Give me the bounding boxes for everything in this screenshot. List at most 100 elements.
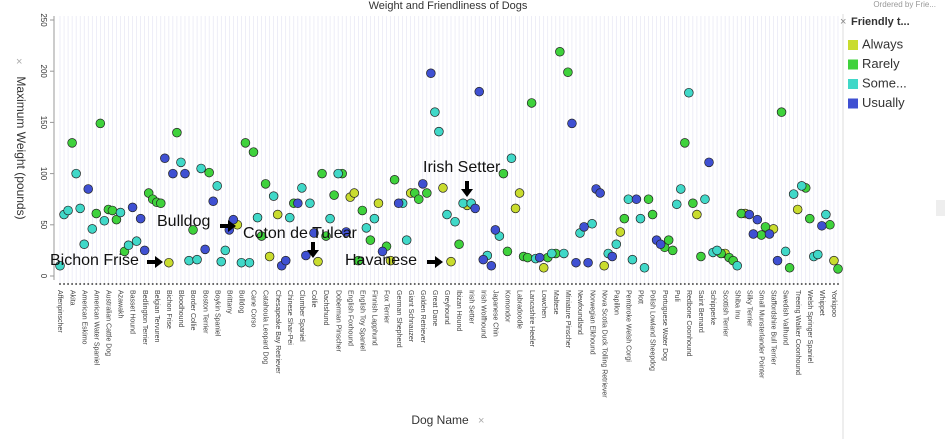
x-tick bbox=[635, 283, 638, 285]
panel-handle[interactable] bbox=[936, 200, 945, 216]
data-point bbox=[736, 208, 746, 219]
x-tick bbox=[357, 283, 360, 285]
x-tick bbox=[75, 283, 78, 285]
x-tick-label: Cane Corso bbox=[250, 290, 257, 327]
x-tick-label: Greyhound bbox=[443, 290, 450, 325]
data-point bbox=[470, 203, 480, 214]
data-point bbox=[139, 245, 150, 256]
data-point bbox=[127, 202, 138, 213]
x-tick bbox=[329, 283, 332, 285]
x-tick bbox=[474, 283, 477, 285]
x-tick bbox=[611, 283, 614, 285]
x-tick bbox=[71, 283, 74, 285]
data-point bbox=[107, 205, 118, 216]
x-tick bbox=[454, 283, 457, 285]
x-tick-label: Bedlington Terrier bbox=[141, 290, 148, 345]
x-tick bbox=[67, 283, 70, 285]
x-tick bbox=[139, 283, 142, 285]
data-point bbox=[95, 118, 106, 129]
x-tick bbox=[691, 283, 694, 285]
x-tick-label: Plott bbox=[637, 290, 644, 304]
x-tick bbox=[804, 283, 807, 285]
data-point bbox=[422, 188, 432, 198]
data-point bbox=[688, 198, 698, 209]
x-tick bbox=[530, 283, 533, 285]
x-tick bbox=[244, 283, 247, 285]
x-tick bbox=[820, 283, 823, 285]
x-tick bbox=[570, 283, 573, 285]
x-tick-label: Bloodhound bbox=[177, 290, 184, 327]
x-tick-label: Shiba Inu bbox=[733, 290, 740, 320]
x-tick bbox=[619, 283, 622, 285]
annotation-arrow bbox=[147, 256, 163, 268]
x-tick bbox=[119, 283, 122, 285]
x-tick-label: Catahoula Leopard Dog bbox=[262, 290, 269, 364]
x-tick bbox=[643, 283, 646, 285]
data-point bbox=[434, 126, 444, 137]
x-tick bbox=[707, 283, 710, 285]
data-point bbox=[401, 235, 412, 245]
x-tick bbox=[167, 283, 170, 285]
annotation-arrow bbox=[307, 242, 319, 258]
x-tick-label: American Water Spaniel bbox=[92, 290, 99, 366]
x-tick bbox=[95, 283, 98, 285]
x-tick bbox=[365, 283, 368, 285]
data-point bbox=[813, 249, 823, 260]
x-tick-label: Staffordshire Bull Terrier bbox=[770, 290, 777, 365]
x-tick bbox=[550, 283, 553, 285]
x-tick bbox=[91, 283, 94, 285]
x-tick bbox=[200, 283, 203, 285]
data-point bbox=[760, 222, 771, 232]
x-tick bbox=[591, 283, 594, 285]
y-tick-label: 50 bbox=[39, 220, 48, 229]
x-tick-label: Lancashire Heeler bbox=[528, 290, 535, 347]
x-axis-label[interactable]: Dog Name bbox=[411, 413, 469, 427]
data-point bbox=[325, 213, 335, 224]
data-point bbox=[796, 181, 807, 191]
data-point bbox=[256, 231, 267, 241]
y-axis-label[interactable]: Maximum Weight (pounds) bbox=[14, 76, 28, 219]
legend-title[interactable]: Friendly t... bbox=[851, 16, 910, 28]
data-point bbox=[438, 183, 448, 193]
x-tick bbox=[832, 283, 835, 285]
x-tick-label: Bichon Frise bbox=[165, 290, 172, 329]
x-tick-label: Brittany bbox=[225, 290, 232, 314]
x-tick bbox=[639, 283, 642, 285]
x-tick bbox=[534, 283, 537, 285]
data-point bbox=[567, 118, 577, 129]
data-point bbox=[776, 107, 787, 117]
x-tick-label: Portuguese Water Dog bbox=[661, 290, 668, 361]
data-point bbox=[764, 229, 775, 239]
x-tick-label: Small Munsterlander Pointer bbox=[758, 290, 765, 379]
x-tick bbox=[510, 283, 513, 285]
data-point bbox=[313, 256, 323, 267]
x-tick bbox=[816, 283, 819, 285]
x-tick-label: Japanese Chin bbox=[492, 290, 499, 337]
data-point bbox=[272, 209, 283, 220]
data-point bbox=[357, 205, 368, 216]
x-tick bbox=[63, 283, 66, 285]
x-tick bbox=[740, 283, 743, 285]
sort-note[interactable]: Ordered by Frie... bbox=[873, 0, 936, 9]
x-tick bbox=[776, 283, 779, 285]
remove-icon[interactable]: × bbox=[478, 415, 484, 427]
remove-icon[interactable]: × bbox=[16, 56, 22, 68]
y-tick-label: 200 bbox=[39, 65, 48, 79]
x-tick-label: Nova Scotia Duck Tolling Retriever bbox=[600, 290, 607, 398]
x-tick-label: English Foxhound bbox=[346, 290, 353, 346]
data-point bbox=[684, 87, 694, 98]
x-tick bbox=[744, 283, 747, 285]
x-tick bbox=[462, 283, 465, 285]
data-point bbox=[655, 239, 666, 250]
data-point bbox=[454, 239, 464, 250]
x-tick bbox=[788, 283, 791, 285]
data-point bbox=[446, 256, 456, 267]
x-tick bbox=[554, 283, 557, 285]
x-tick bbox=[599, 283, 602, 285]
x-tick bbox=[111, 283, 114, 285]
remove-icon[interactable]: × bbox=[840, 16, 846, 28]
data-point bbox=[111, 214, 122, 225]
x-tick bbox=[478, 283, 481, 285]
x-tick bbox=[272, 283, 275, 285]
x-tick-label: American Eskimo bbox=[80, 290, 87, 345]
